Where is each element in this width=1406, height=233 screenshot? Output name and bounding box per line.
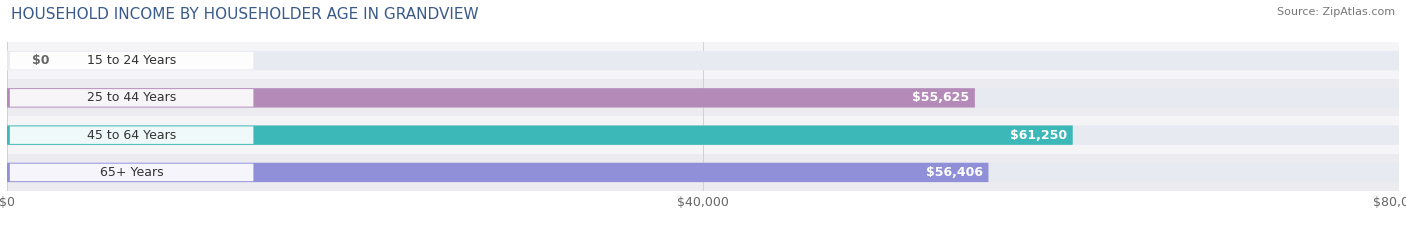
FancyBboxPatch shape bbox=[7, 116, 1399, 154]
FancyBboxPatch shape bbox=[7, 125, 1399, 145]
FancyBboxPatch shape bbox=[7, 42, 1399, 79]
FancyBboxPatch shape bbox=[7, 154, 1399, 191]
Text: $55,625: $55,625 bbox=[912, 91, 969, 104]
FancyBboxPatch shape bbox=[7, 163, 1399, 182]
FancyBboxPatch shape bbox=[10, 89, 253, 107]
FancyBboxPatch shape bbox=[7, 51, 1399, 70]
FancyBboxPatch shape bbox=[7, 79, 1399, 116]
Text: $61,250: $61,250 bbox=[1010, 129, 1067, 142]
FancyBboxPatch shape bbox=[7, 88, 974, 108]
FancyBboxPatch shape bbox=[7, 88, 1399, 108]
Text: $0: $0 bbox=[32, 54, 49, 67]
Text: 15 to 24 Years: 15 to 24 Years bbox=[87, 54, 176, 67]
FancyBboxPatch shape bbox=[10, 52, 253, 69]
Text: 45 to 64 Years: 45 to 64 Years bbox=[87, 129, 176, 142]
Text: 65+ Years: 65+ Years bbox=[100, 166, 163, 179]
Text: HOUSEHOLD INCOME BY HOUSEHOLDER AGE IN GRANDVIEW: HOUSEHOLD INCOME BY HOUSEHOLDER AGE IN G… bbox=[11, 7, 479, 22]
FancyBboxPatch shape bbox=[10, 164, 253, 181]
FancyBboxPatch shape bbox=[10, 126, 253, 144]
Text: 25 to 44 Years: 25 to 44 Years bbox=[87, 91, 176, 104]
Text: Source: ZipAtlas.com: Source: ZipAtlas.com bbox=[1277, 7, 1395, 17]
FancyBboxPatch shape bbox=[7, 125, 1073, 145]
FancyBboxPatch shape bbox=[7, 163, 988, 182]
Text: $56,406: $56,406 bbox=[927, 166, 983, 179]
